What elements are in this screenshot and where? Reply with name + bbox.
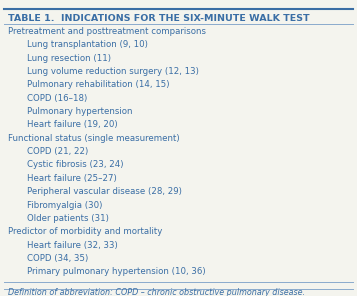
Text: Definition of abbreviation: COPD – chronic obstructive pulmonary disease.: Definition of abbreviation: COPD – chron… (8, 287, 305, 296)
Text: Lung transplantation (9, 10): Lung transplantation (9, 10) (27, 40, 148, 49)
Text: Fibromyalgia (30): Fibromyalgia (30) (27, 200, 102, 210)
Text: Pulmonary rehabilitation (14, 15): Pulmonary rehabilitation (14, 15) (27, 81, 170, 89)
Text: Pretreatment and posttreatment comparisons: Pretreatment and posttreatment compariso… (8, 27, 206, 36)
Text: COPD (21, 22): COPD (21, 22) (27, 147, 88, 156)
Text: COPD (16–18): COPD (16–18) (27, 94, 87, 103)
Text: Heart failure (32, 33): Heart failure (32, 33) (27, 241, 118, 250)
Text: TABLE 1.  INDICATIONS FOR THE SIX-MINUTE WALK TEST: TABLE 1. INDICATIONS FOR THE SIX-MINUTE … (8, 14, 310, 23)
Text: COPD (34, 35): COPD (34, 35) (27, 254, 88, 263)
Text: Heart failure (25–27): Heart failure (25–27) (27, 174, 117, 183)
Text: Primary pulmonary hypertension (10, 36): Primary pulmonary hypertension (10, 36) (27, 267, 206, 276)
Text: Older patients (31): Older patients (31) (27, 214, 109, 223)
Text: Peripheral vascular disease (28, 29): Peripheral vascular disease (28, 29) (27, 187, 182, 196)
Text: Predictor of morbidity and mortality: Predictor of morbidity and mortality (8, 227, 162, 236)
Text: Heart failure (19, 20): Heart failure (19, 20) (27, 120, 118, 129)
Text: Lung volume reduction surgery (12, 13): Lung volume reduction surgery (12, 13) (27, 67, 199, 76)
Text: Cystic fibrosis (23, 24): Cystic fibrosis (23, 24) (27, 160, 124, 170)
Text: Lung resection (11): Lung resection (11) (27, 54, 111, 63)
Text: Functional status (single measurement): Functional status (single measurement) (8, 134, 180, 143)
Text: Pulmonary hypertension: Pulmonary hypertension (27, 107, 132, 116)
